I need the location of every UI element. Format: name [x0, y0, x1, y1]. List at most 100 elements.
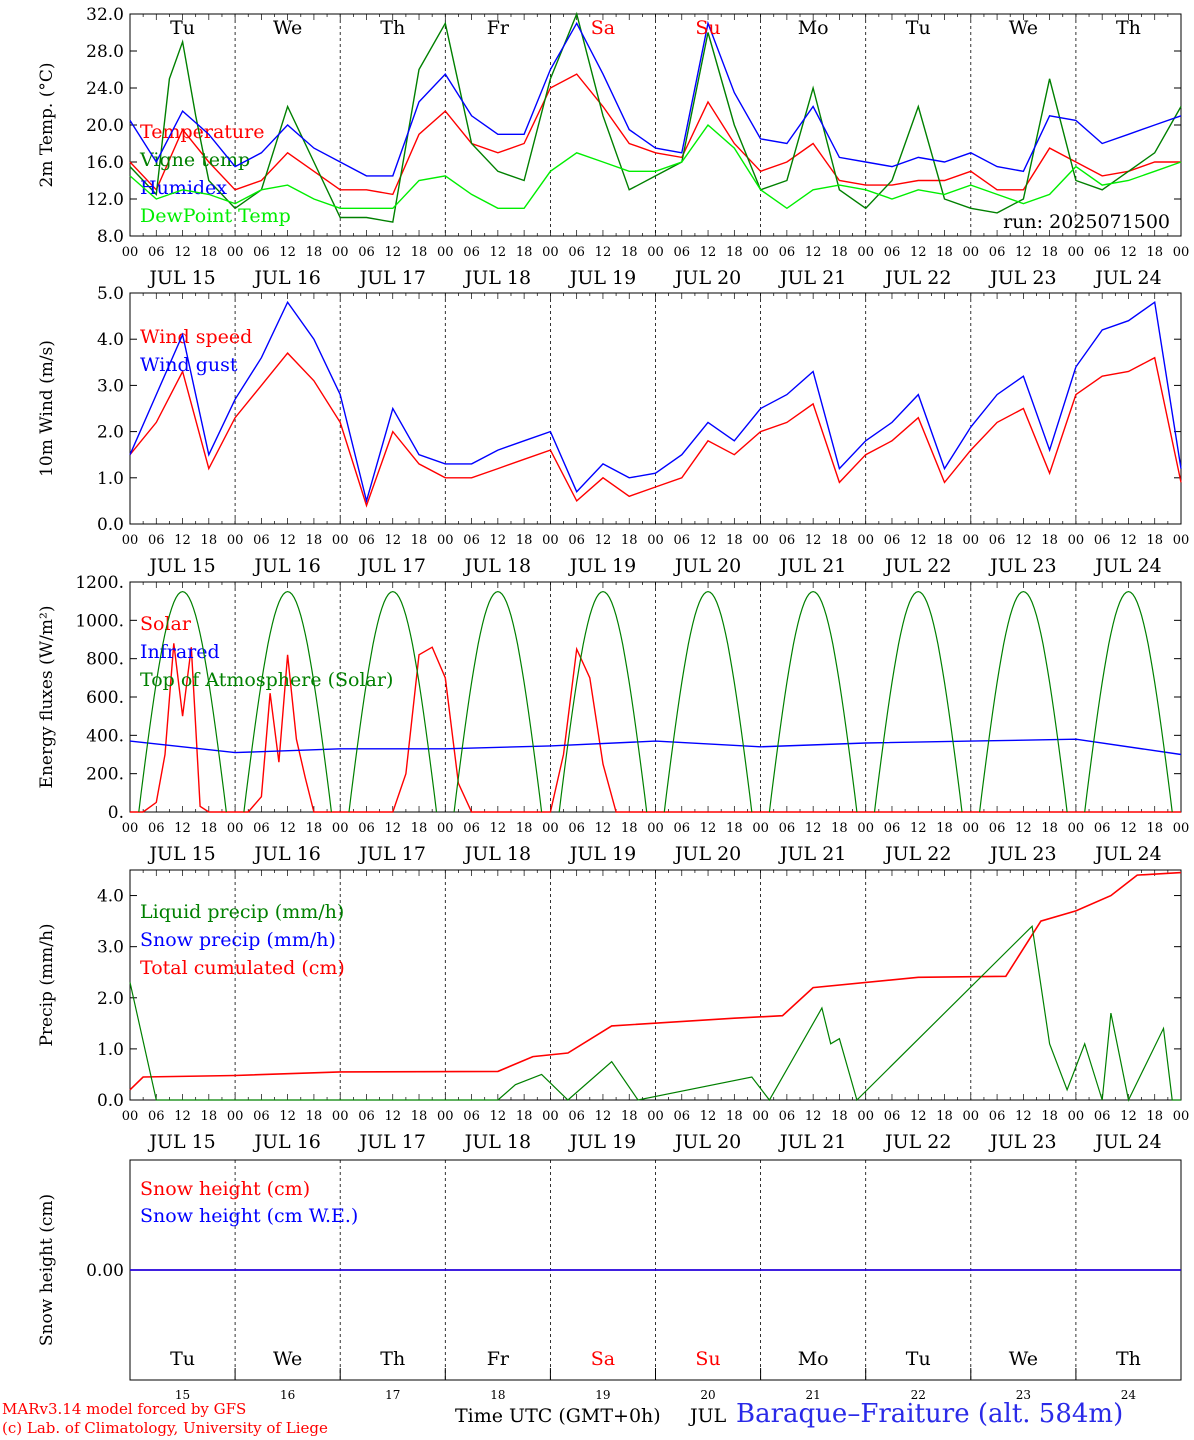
legend-1-1: Temperature [140, 121, 264, 143]
hour-tick-label: 12 [490, 533, 507, 548]
hour-tick-label: 06 [884, 245, 901, 260]
hour-tick-label: 18 [1146, 1109, 1163, 1124]
date-label: JUL 23 [988, 267, 1056, 289]
hour-tick-label: 18 [621, 1109, 638, 1124]
hour-tick-label: 18 [831, 245, 848, 260]
hour-tick-label: 06 [148, 533, 165, 548]
date-label: JUL 20 [673, 267, 741, 289]
hour-tick-label: 18 [1041, 533, 1058, 548]
hour-tick-label: 06 [148, 821, 165, 836]
y-tick-label: 4.0 [97, 887, 124, 907]
date-label: JUL 24 [1093, 843, 1161, 865]
hour-tick-label: 12 [595, 245, 612, 260]
hour-tick-label: 06 [253, 533, 270, 548]
date-label: JUL 17 [358, 1131, 426, 1153]
hour-tick-label: 18 [201, 245, 218, 260]
hour-tick-label: 00 [963, 821, 980, 836]
hour-tick-label: 12 [1015, 533, 1032, 548]
hour-tick-label: 12 [174, 245, 191, 260]
hour-tick-label: 00 [857, 533, 874, 548]
hour-tick-label: 06 [779, 245, 796, 260]
series-line [129, 20, 1182, 177]
hour-tick-label: 06 [674, 533, 691, 548]
y-tick-label: 800. [86, 650, 124, 670]
hour-tick-label: 18 [726, 533, 743, 548]
weekday-label: Tu [170, 17, 195, 39]
hour-tick-label: 06 [884, 1109, 901, 1124]
hour-tick-label: 06 [1094, 245, 1111, 260]
hour-tick-label: 12 [700, 821, 717, 836]
hour-tick-label: 06 [674, 1109, 691, 1124]
y-tick-label: 600. [86, 688, 124, 708]
y-tick-label: 200. [86, 765, 124, 785]
hour-tick-label: 00 [542, 821, 559, 836]
legend-4-2: Snow precip (mm/h) [140, 929, 336, 951]
weekday-label: Tu [170, 1348, 195, 1370]
hour-tick-label: 06 [884, 821, 901, 836]
hour-tick-label: 18 [516, 533, 533, 548]
hour-tick-label: 12 [279, 533, 296, 548]
hour-tick-label: 00 [752, 821, 769, 836]
toa-solar-line [243, 590, 332, 813]
y-tick-label: 1.0 [97, 1040, 124, 1060]
hour-tick-label: 18 [831, 533, 848, 548]
hour-tick-label: 18 [1041, 1109, 1058, 1124]
hour-tick-label: 12 [595, 1109, 612, 1124]
hour-tick-label: 18 [726, 245, 743, 260]
hour-tick-label: 00 [122, 245, 139, 260]
date-label: JUL 20 [673, 1131, 741, 1153]
hour-tick-label: 12 [279, 1109, 296, 1124]
hour-tick-label: 00 [332, 1109, 349, 1124]
hour-tick-label: 00 [857, 1109, 874, 1124]
weekday-label: Fr [487, 1348, 510, 1370]
hour-tick-label: 12 [174, 533, 191, 548]
date-label: JUL 21 [778, 555, 846, 577]
date-label: JUL 16 [252, 555, 320, 577]
hour-tick-label: 12 [490, 1109, 507, 1124]
y-tick-label: 400. [86, 726, 124, 746]
legend-3-1: Solar [140, 613, 192, 635]
weekday-label: Mo [798, 1348, 829, 1370]
day-number-label: 24 [1121, 1388, 1137, 1402]
station-label: Baraque–Fraiture (alt. 584m) [736, 1399, 1124, 1429]
y-tick-label: 32.0 [86, 5, 124, 25]
hour-tick-label: 18 [201, 533, 218, 548]
hour-tick-label: 00 [963, 533, 980, 548]
hour-tick-label: 18 [726, 821, 743, 836]
hour-tick-label: 18 [1041, 245, 1058, 260]
date-label: JUL 17 [358, 555, 426, 577]
toa-solar-line [138, 590, 227, 813]
hour-tick-label: 00 [227, 245, 244, 260]
hour-tick-label: 00 [437, 533, 454, 548]
hour-tick-label: 18 [1146, 821, 1163, 836]
toa-solar-line [1084, 590, 1173, 813]
series-line [129, 300, 1182, 504]
series-line [129, 352, 1182, 508]
day-number-label: 22 [911, 1388, 926, 1402]
y-tick-label: 1200. [75, 573, 124, 593]
y-tick-label: 3.0 [97, 938, 124, 958]
y-tick-label: 0.0 [97, 1091, 124, 1111]
precip-cumulative-line [129, 871, 1182, 1091]
weekday-label: Th [1116, 1348, 1141, 1370]
toa-solar-line [453, 590, 543, 813]
y-tick-label: 5.0 [97, 284, 124, 304]
date-label: JUL 16 [252, 1131, 320, 1153]
hour-tick-label: 06 [568, 245, 585, 260]
date-label: JUL 23 [988, 1131, 1056, 1153]
hour-tick-label: 00 [647, 533, 664, 548]
hour-tick-label: 18 [936, 1109, 953, 1124]
weekday-label: Th [380, 17, 405, 39]
weekday-label: Fr [487, 17, 510, 39]
hour-tick-label: 18 [621, 245, 638, 260]
hour-tick-label: 06 [989, 1109, 1006, 1124]
hour-tick-label: 00 [542, 1109, 559, 1124]
weekday-label: We [273, 17, 302, 39]
hour-tick-label: 00 [963, 1109, 980, 1124]
hour-tick-label: 06 [779, 1109, 796, 1124]
hour-tick-label: 18 [1041, 821, 1058, 836]
date-label: JUL 22 [883, 843, 951, 865]
weekday-label: Th [1116, 17, 1141, 39]
day-number-label: 21 [806, 1388, 821, 1402]
